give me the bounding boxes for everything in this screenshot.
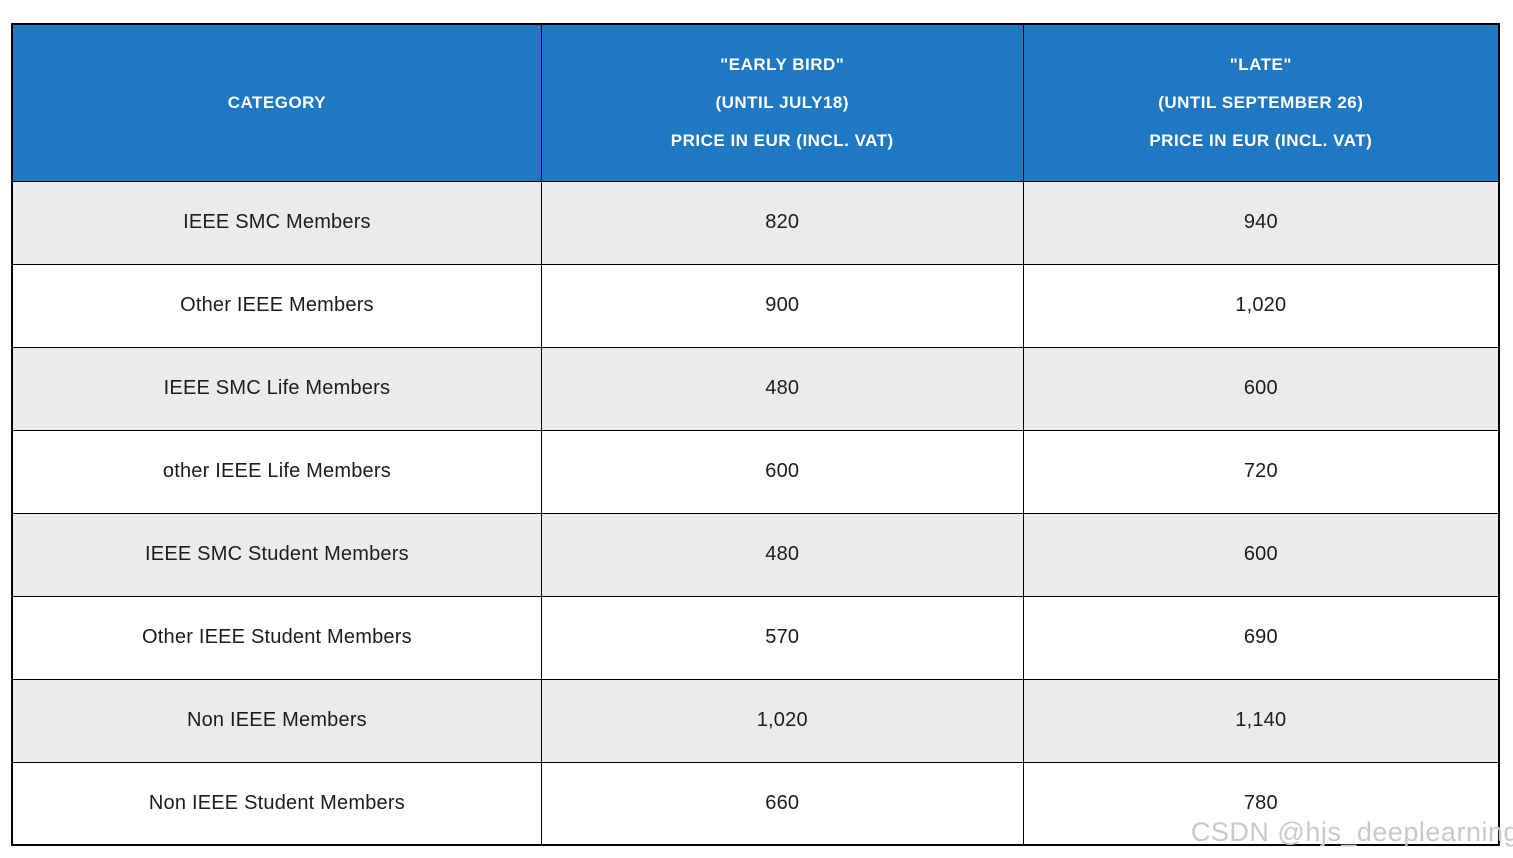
table-row: IEEE SMC Members 820 940 bbox=[11, 180, 1500, 265]
early-bird-price-cell: 480 bbox=[540, 346, 1024, 431]
late-header-line-1: "LATE" bbox=[1229, 54, 1292, 74]
late-price-cell: 690 bbox=[1022, 595, 1500, 680]
table-row: Non IEEE Student Members 660 780 bbox=[11, 761, 1500, 846]
late-price-cell: 720 bbox=[1022, 429, 1500, 514]
table-header-row: CATEGORY "EARLY BIRD" (UNTIL JULY18) PRI… bbox=[11, 23, 1500, 182]
table-row: IEEE SMC Student Members 480 600 bbox=[11, 512, 1500, 597]
category-cell: Other IEEE Student Members bbox=[11, 595, 542, 680]
table-row: Other IEEE Student Members 570 690 bbox=[11, 595, 1500, 680]
category-cell: Other IEEE Members bbox=[11, 263, 542, 348]
table-row: Non IEEE Members 1,020 1,140 bbox=[11, 678, 1500, 763]
early-bird-price-cell: 600 bbox=[540, 429, 1024, 514]
late-price-cell: 600 bbox=[1022, 512, 1500, 597]
table-row: other IEEE Life Members 600 720 bbox=[11, 429, 1500, 514]
category-header-label: CATEGORY bbox=[227, 92, 327, 112]
early-bird-price-cell: 1,020 bbox=[540, 678, 1024, 763]
late-price-cell: 1,140 bbox=[1022, 678, 1500, 763]
early-bird-header-line-1: "EARLY BIRD" bbox=[720, 54, 845, 74]
late-price-cell: 780 bbox=[1022, 761, 1500, 846]
late-price-cell: 1,020 bbox=[1022, 263, 1500, 348]
category-cell: IEEE SMC Members bbox=[11, 180, 542, 265]
category-cell: IEEE SMC Life Members bbox=[11, 346, 542, 431]
early-bird-header-line-2: (UNTIL JULY18) bbox=[715, 92, 850, 112]
column-header-early-bird: "EARLY BIRD" (UNTIL JULY18) PRICE IN EUR… bbox=[540, 23, 1024, 182]
late-price-cell: 600 bbox=[1022, 346, 1500, 431]
late-header-line-3: PRICE IN EUR (INCL. VAT) bbox=[1149, 130, 1373, 150]
category-cell: IEEE SMC Student Members bbox=[11, 512, 542, 597]
registration-pricing-table: CATEGORY "EARLY BIRD" (UNTIL JULY18) PRI… bbox=[11, 23, 1500, 846]
early-bird-price-cell: 900 bbox=[540, 263, 1024, 348]
early-bird-price-cell: 660 bbox=[540, 761, 1024, 846]
table-row: IEEE SMC Life Members 480 600 bbox=[11, 346, 1500, 431]
category-cell: Non IEEE Members bbox=[11, 678, 542, 763]
category-cell: other IEEE Life Members bbox=[11, 429, 542, 514]
late-header-line-2: (UNTIL SEPTEMBER 26) bbox=[1158, 92, 1364, 112]
category-cell: Non IEEE Student Members bbox=[11, 761, 542, 846]
column-header-category: CATEGORY bbox=[11, 23, 542, 182]
early-bird-header-line-3: PRICE IN EUR (INCL. VAT) bbox=[670, 130, 894, 150]
early-bird-price-cell: 570 bbox=[540, 595, 1024, 680]
early-bird-price-cell: 820 bbox=[540, 180, 1024, 265]
late-price-cell: 940 bbox=[1022, 180, 1500, 265]
column-header-late: "LATE" (UNTIL SEPTEMBER 26) PRICE IN EUR… bbox=[1022, 23, 1500, 182]
table-row: Other IEEE Members 900 1,020 bbox=[11, 263, 1500, 348]
early-bird-price-cell: 480 bbox=[540, 512, 1024, 597]
